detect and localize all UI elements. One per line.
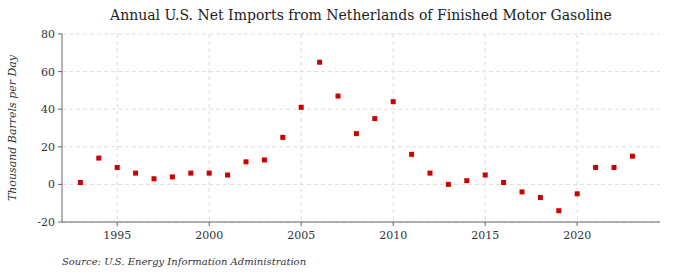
point [317, 60, 322, 65]
x-tick [485, 222, 486, 226]
point [225, 173, 230, 178]
y-grid-line [62, 34, 660, 35]
y-tick [58, 34, 62, 35]
point [520, 189, 525, 194]
y-tick-label: 0 [48, 178, 55, 191]
x-tick-label: 2010 [379, 229, 407, 242]
point [354, 131, 359, 136]
point [280, 135, 285, 140]
chart-container: -20 0 20 40 60 80 1995 2000 2005 2010 2015 2020 Annu… [0, 0, 675, 275]
x-tick [209, 222, 210, 226]
y-tick [58, 71, 62, 72]
point [483, 173, 488, 178]
point [188, 171, 193, 176]
x-tick [393, 222, 394, 226]
point [96, 156, 101, 161]
chart: -20 0 20 40 60 80 1995 2000 2005 2010 2015 2020 Annu… [0, 0, 675, 275]
point [299, 105, 304, 110]
y-tick [58, 109, 62, 110]
title: Annual U.S. Net Imports from Netherlands… [109, 7, 612, 23]
point [78, 180, 83, 185]
x-grid-line [301, 34, 302, 222]
x-tick [117, 222, 118, 226]
point [244, 159, 249, 164]
y-grid-line [62, 222, 660, 223]
points [78, 60, 635, 214]
x-tick-label: 2015 [471, 229, 499, 242]
source-note: Source: U.S. Energy Information Administ… [62, 256, 306, 267]
y-grid-line [62, 184, 660, 185]
axes: -20 0 20 40 60 80 1995 2000 2005 2010 2015 2020 [37, 28, 660, 242]
point [612, 165, 617, 170]
point [538, 195, 543, 200]
point [428, 171, 433, 176]
y-tick-label: 40 [41, 103, 55, 116]
x-grid-line [485, 34, 486, 222]
x-grid-line [117, 34, 118, 222]
point [391, 99, 396, 104]
x-grid-line [393, 34, 394, 222]
point [336, 94, 341, 99]
y-grid-line [62, 146, 660, 147]
point [262, 157, 267, 162]
y-tick [58, 146, 62, 147]
x-tick-label: 1995 [103, 229, 131, 242]
y-tick-label: -20 [37, 216, 55, 229]
x-tick-label: 2000 [195, 229, 223, 242]
x-tick-label: 2005 [287, 229, 315, 242]
point [464, 178, 469, 183]
point [133, 171, 138, 176]
x-axis-line [62, 222, 660, 223]
point [170, 174, 175, 179]
y-grid-line [62, 71, 660, 72]
y-axis-line [62, 34, 63, 222]
y-axis-label: Thousand Barrels per Day [6, 54, 19, 201]
point [152, 176, 157, 181]
y-tick-label: 80 [41, 28, 55, 41]
point [446, 182, 451, 187]
y-tick [58, 184, 62, 185]
point [556, 208, 561, 213]
y-tick [58, 222, 62, 223]
point [115, 165, 120, 170]
y-tick-label: 20 [41, 141, 55, 154]
point [630, 154, 635, 159]
y-grid-line [62, 109, 660, 110]
point [575, 191, 580, 196]
point [372, 116, 377, 121]
x-tick [577, 222, 578, 226]
grid [62, 34, 660, 222]
x-grid-line [209, 34, 210, 222]
point [409, 152, 414, 157]
point [207, 171, 212, 176]
x-tick [301, 222, 302, 226]
y-tick-label: 60 [41, 66, 55, 79]
x-tick-label: 2020 [563, 229, 591, 242]
point [501, 180, 506, 185]
point [593, 165, 598, 170]
